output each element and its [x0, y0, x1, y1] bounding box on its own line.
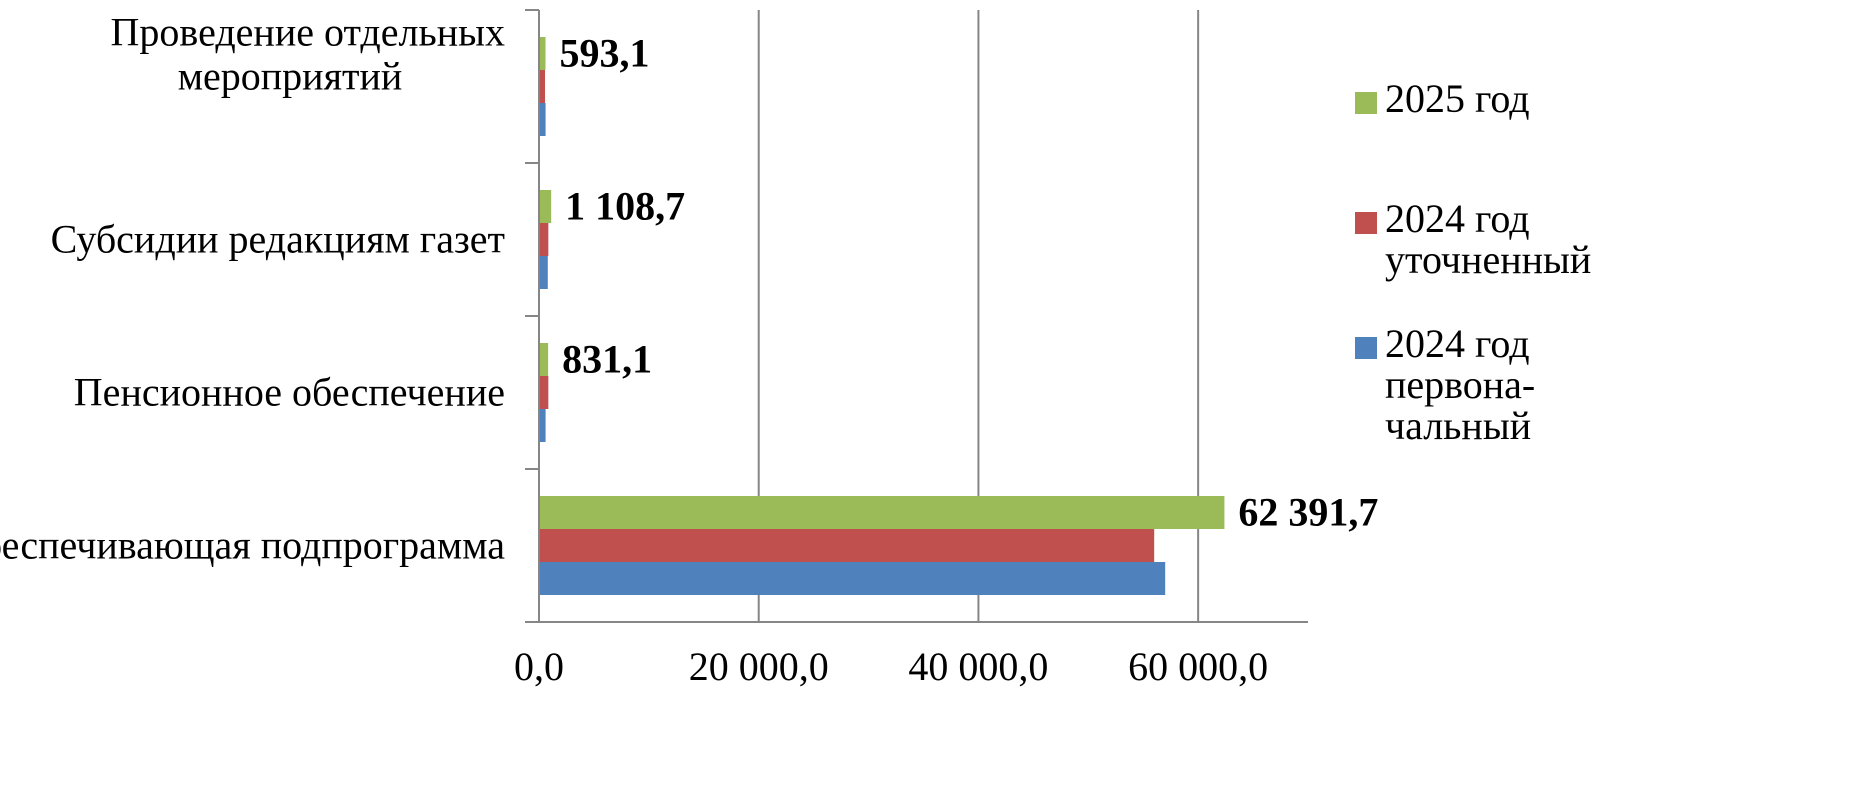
- bar: [539, 529, 1155, 562]
- bar: [539, 223, 549, 256]
- legend-swatch: [1355, 92, 1377, 114]
- legend-label: 2025 год: [1385, 76, 1530, 121]
- data-label: 1 108,7: [565, 184, 685, 229]
- category-label: мероприятий: [178, 54, 403, 99]
- label-layer: 62 391,7 Обеспечивающая подпрограмма 831,1…: [0, 10, 1378, 568]
- legend-label: 2024 год: [1385, 321, 1530, 366]
- data-label: 62 391,7: [1238, 490, 1378, 535]
- legend-label: 2024 год: [1385, 196, 1530, 241]
- bar: [539, 376, 549, 409]
- bar: [539, 343, 549, 376]
- bar: [539, 496, 1225, 529]
- bar-layer: [539, 37, 1225, 595]
- x-tick-label: 0,0: [514, 644, 564, 689]
- category-label: Проведение отдельных: [111, 10, 505, 55]
- bar: [539, 37, 546, 70]
- category-label: Обеспечивающая подпрограмма: [0, 523, 505, 568]
- category-label: Субсидии редакциям газет: [51, 217, 505, 262]
- legend-swatch: [1355, 212, 1377, 234]
- axis-layer: 0,0 20 000,0 40 000,0 60 000,0: [514, 9, 1308, 689]
- bar: [539, 562, 1166, 595]
- x-tick-label: 40 000,0: [908, 644, 1048, 689]
- category-label: Пенсионное обеспечение: [74, 370, 505, 415]
- data-label: 593,1: [560, 31, 650, 76]
- x-tick-label: 20 000,0: [689, 644, 829, 689]
- bar: [539, 256, 548, 289]
- data-label: 831,1: [562, 337, 652, 382]
- legend-label: уточненный: [1385, 237, 1591, 282]
- bar: [539, 190, 552, 223]
- legend-label: первона-: [1385, 362, 1535, 407]
- legend-label: чальный: [1385, 403, 1531, 448]
- legend-swatch: [1355, 337, 1377, 359]
- bar: [539, 70, 546, 103]
- bar: [539, 409, 546, 442]
- x-tick-label: 60 000,0: [1128, 644, 1268, 689]
- bar: [539, 103, 546, 136]
